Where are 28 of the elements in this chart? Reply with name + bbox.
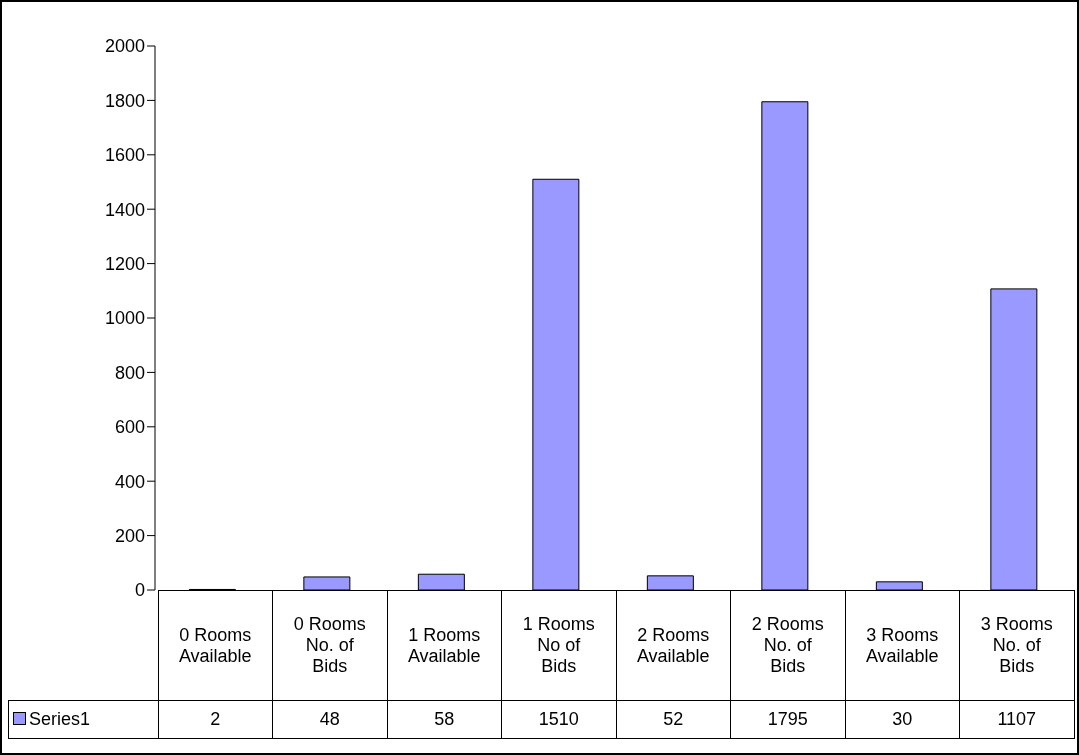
data-label: 2 xyxy=(158,700,273,739)
legend-label: Series1 xyxy=(8,700,158,739)
x-tick-label: 2 Rooms Available xyxy=(616,590,731,701)
x-tick-label: 1 Rooms No of Bids xyxy=(501,590,616,701)
y-tick-label: 800 xyxy=(114,362,145,383)
data-label: 58 xyxy=(387,700,502,739)
y-tick-label: 1400 xyxy=(104,199,145,220)
x-tick-label: 3 Rooms Available xyxy=(845,590,960,701)
y-tick-label: 200 xyxy=(114,525,145,546)
x-tick-label: 0 Rooms Available xyxy=(158,590,273,701)
data-label: 1107 xyxy=(959,700,1074,739)
x-tick-label: 1 Rooms Available xyxy=(387,590,502,701)
y-tick-label: 1200 xyxy=(104,253,145,274)
y-tick-label: 2000 xyxy=(104,36,145,57)
y-tick-label: 1000 xyxy=(104,308,145,329)
data-label: 1510 xyxy=(501,700,616,739)
data-label: 48 xyxy=(272,700,387,739)
data-label: 52 xyxy=(616,700,731,739)
y-tick-label: 600 xyxy=(114,417,145,438)
x-tick-label: 3 Rooms No. of Bids xyxy=(959,590,1074,701)
y-tick-label: 400 xyxy=(114,471,145,492)
y-tick-label: 1600 xyxy=(104,145,145,166)
data-label: 1795 xyxy=(730,700,845,739)
y-tick-label: 0 xyxy=(134,580,145,601)
x-tick-label: 0 Rooms No. of Bids xyxy=(272,590,387,701)
x-tick-label: 2 Rooms No. of Bids xyxy=(730,590,845,701)
data-label: 30 xyxy=(845,700,960,739)
y-tick-label: 1800 xyxy=(104,90,145,111)
